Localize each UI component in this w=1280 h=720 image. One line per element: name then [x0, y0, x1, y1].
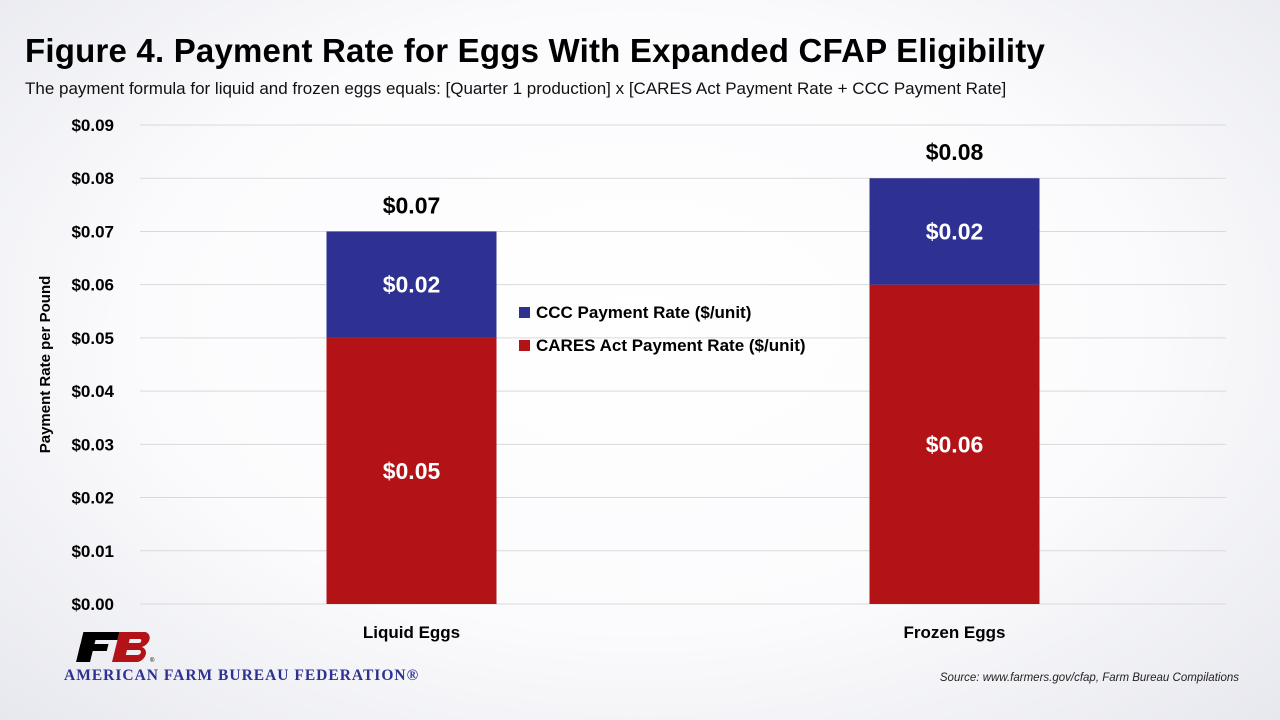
- y-tick-label: $0.07: [71, 222, 114, 241]
- y-tick-label: $0.02: [71, 489, 114, 508]
- legend-label: CARES Act Payment Rate ($/unit): [536, 336, 806, 355]
- data-label: $0.02: [926, 218, 984, 244]
- x-category-label: Frozen Eggs: [903, 623, 1005, 642]
- legend-label: CCC Payment Rate ($/unit): [536, 303, 751, 322]
- legend-swatch: [519, 340, 530, 351]
- svg-text:®: ®: [150, 657, 155, 664]
- y-axis-title: Payment Rate per Pound: [37, 276, 54, 454]
- y-tick-label: $0.09: [71, 116, 114, 135]
- y-tick-label: $0.03: [71, 435, 114, 454]
- y-tick-label: $0.08: [71, 169, 114, 188]
- bar-segment: [326, 337, 497, 604]
- bar-segment: [869, 178, 1040, 285]
- data-label: $0.02: [383, 272, 441, 298]
- y-tick-label: $0.01: [71, 542, 114, 561]
- total-label: $0.08: [926, 139, 984, 165]
- fb-logo-icon: ®: [76, 632, 155, 664]
- y-tick-label: $0.00: [71, 595, 114, 614]
- logo-text: AMERICAN FARM BUREAU FEDERATION®: [64, 667, 420, 684]
- y-tick-label: $0.05: [71, 329, 114, 348]
- stacked-bar-chart: $0.00 $0.01 $0.02 $0.03 $0.04 $0.05 $0.06 $0.07…: [37, 116, 1226, 642]
- x-category-label: Liquid Eggs: [363, 623, 460, 642]
- total-label: $0.07: [383, 192, 441, 218]
- bar-segment: [869, 284, 1040, 604]
- y-tick-label: $0.04: [71, 382, 114, 401]
- legend-swatch: [519, 307, 530, 318]
- bar-segment: [326, 231, 497, 338]
- source-note: Source: www.farmers.gov/cfap, Farm Burea…: [939, 672, 1239, 684]
- data-label: $0.06: [926, 431, 984, 457]
- y-tick-label: $0.06: [71, 276, 114, 295]
- data-label: $0.05: [383, 458, 441, 484]
- chart-title: Figure 4. Payment Rate for Eggs With Exp…: [25, 32, 1045, 69]
- chart-subtitle: The payment formula for liquid and froze…: [25, 79, 1007, 98]
